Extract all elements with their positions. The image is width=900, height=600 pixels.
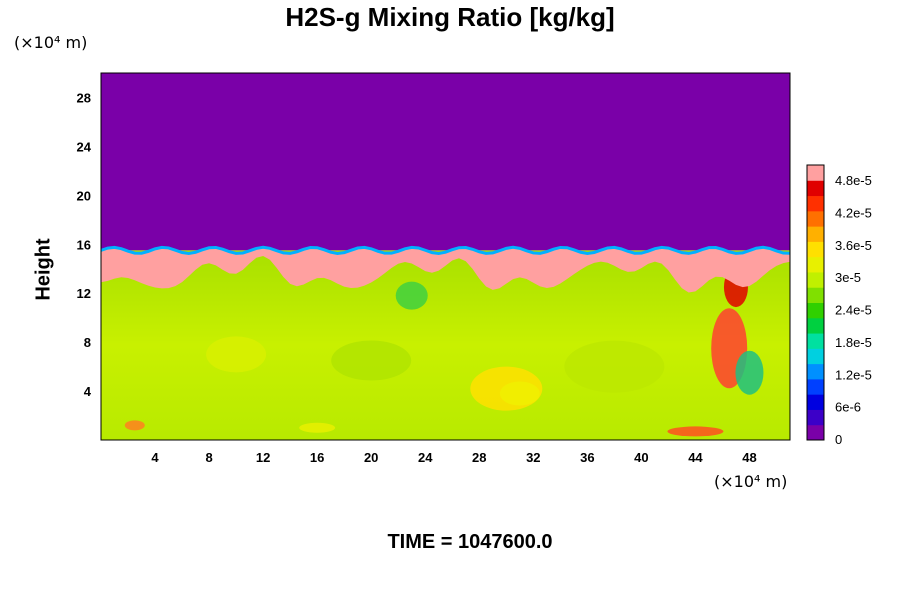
colorbar-segment: [807, 424, 824, 441]
field-blob: [124, 420, 145, 431]
colorbar-segment: [807, 226, 824, 242]
colorbar-tick-label: 4.2e-5: [835, 206, 872, 221]
y-axis-ticks: 4 8 12 16 20 24 28: [77, 90, 92, 399]
field-blob: [299, 422, 336, 433]
colorbar-segment: [807, 333, 824, 349]
colorbar-frame: [806, 164, 825, 441]
y-tick-label: 28: [77, 90, 91, 105]
x-tick-label: 8: [205, 450, 212, 465]
interface-edge: [100, 245, 791, 255]
interface-band: [101, 247, 790, 293]
colorbar-segment: [807, 210, 824, 227]
colorbar-segment: [807, 302, 824, 319]
colorbar-tick-label: 0: [835, 432, 842, 447]
colorbar-segment: [807, 317, 824, 334]
x-tick-label: 40: [634, 450, 648, 465]
x-tick-label: 44: [688, 450, 703, 465]
plot-frame: [100, 72, 791, 441]
colorbar-segment: [807, 195, 824, 212]
colorbar-tick-label: 1.8e-5: [835, 335, 872, 350]
x-tick-label: 24: [418, 450, 433, 465]
y-axis-unit: (×10⁴ m): [14, 33, 88, 52]
colorbar-tick-label: 3.6e-5: [835, 238, 872, 253]
field-blob: [331, 340, 412, 381]
field-blob: [499, 381, 540, 406]
x-tick-label: 20: [364, 450, 378, 465]
colorbar-segment: [807, 394, 824, 410]
field-blob: [564, 340, 665, 393]
field-features: [124, 267, 764, 437]
y-tick-label: 24: [77, 139, 92, 154]
colorbar-tick-label: 6e-6: [835, 400, 861, 415]
x-axis-ticks: 4 8 12 16 20 24 28 32 36 40 44 48: [151, 450, 756, 465]
x-tick-label: 36: [580, 450, 594, 465]
x-tick-label: 48: [742, 450, 756, 465]
field-blob: [206, 336, 267, 373]
field-blob: [395, 281, 428, 310]
colorbar-tick-label: 3e-5: [835, 270, 861, 285]
field-blob: [667, 426, 724, 437]
y-tick-label: 8: [84, 335, 91, 350]
colorbar-tick-label: 1.2e-5: [835, 367, 872, 382]
x-axis-unit: (×10⁴ m): [714, 472, 788, 491]
colorbar-segment: [807, 378, 824, 395]
x-tick-label: 32: [526, 450, 540, 465]
chart-title: H2S-g Mixing Ratio [kg/kg]: [285, 2, 615, 32]
colorbar-segment: [807, 180, 824, 197]
x-tick-label: 12: [256, 450, 270, 465]
colorbar-segment: [807, 241, 824, 258]
colorbar-segment: [807, 287, 824, 303]
colorbar-tick-label: 2.4e-5: [835, 303, 872, 318]
y-tick-label: 4: [84, 384, 92, 399]
colorbar-segment: [807, 348, 824, 365]
time-label: TIME = 1047600.0: [387, 531, 553, 553]
y-tick-label: 16: [77, 237, 91, 252]
x-tick-label: 4: [151, 450, 159, 465]
colorbar-segment: [807, 256, 824, 273]
colorbar-tick-label: 4.8e-5: [835, 173, 872, 188]
colorbar-segment: [807, 363, 824, 380]
field-blob: [735, 350, 764, 395]
x-tick-label: 16: [310, 450, 324, 465]
colorbar-segment: [807, 165, 824, 181]
colorbar-segment: [807, 409, 824, 426]
y-tick-label: 20: [77, 188, 91, 203]
colorbar-segment: [807, 271, 824, 288]
upper-field-region: [101, 73, 790, 251]
y-tick-label: 12: [77, 286, 91, 301]
x-tick-label: 28: [472, 450, 486, 465]
colorbar: 0 6e-6 1.2e-5 1.8e-5 2.4e-5 3e-5 3.6e-5 4.2e-5 4…: [806, 164, 872, 447]
